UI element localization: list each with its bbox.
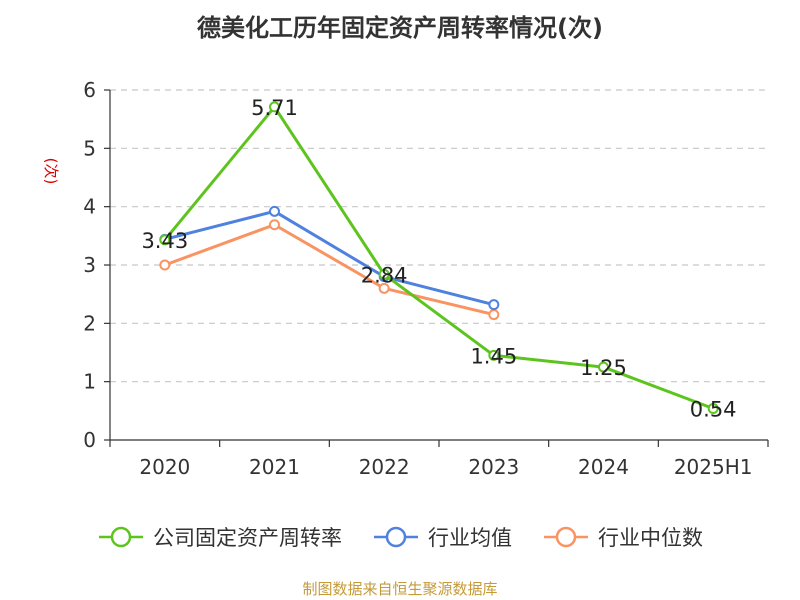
y-tick-label-5: 5: [83, 136, 96, 160]
x-tick-label-2023: 2023: [468, 455, 519, 479]
source-note: 制图数据来自恒生聚源数据库: [302, 580, 498, 598]
legend-circle-company: [110, 526, 132, 548]
legend-label-industry-avg: 行业均值: [428, 526, 512, 550]
y-tick-label-1: 1: [83, 370, 96, 394]
data-label-2020: 3.43: [141, 229, 188, 253]
point-s0-2021: [269, 101, 280, 113]
data-label-2021: 5.71: [251, 96, 298, 120]
y-tick-label-4: 4: [83, 195, 96, 219]
point-s2-2023: [488, 309, 500, 321]
legend-marker-industry-median: [544, 526, 588, 548]
point-s0-2024: [598, 361, 609, 373]
series-line-1: [164, 209, 495, 307]
legend-marker-industry-avg: [374, 526, 418, 548]
series-line-2: [164, 223, 495, 317]
point-s0-2023: [488, 349, 500, 361]
data-label-2025H1: 0.54: [690, 398, 737, 422]
x-tick-label-2020: 2020: [139, 455, 190, 479]
data-labels: 3.43 5.71 2.84 1.45 1.25 0.54: [141, 96, 736, 422]
point-s0-2020: [159, 234, 171, 246]
grid-lines: [110, 89, 768, 383]
y-axis-title: (次): [42, 158, 60, 185]
legend-marker-company: [99, 526, 143, 548]
legend-label-company: 公司固定资产周转率: [153, 526, 342, 550]
point-s2-2022: [378, 282, 390, 294]
series: [159, 101, 719, 414]
point-s2-2020: [159, 259, 171, 271]
legend-circle-industry-avg: [385, 526, 407, 548]
y-tick-label-2: 2: [83, 311, 96, 335]
x-tick-label-2022: 2022: [359, 455, 410, 479]
y-tick-label-6: 6: [83, 78, 96, 102]
chart-title: 德美化工历年固定资产周转率情况(次): [197, 14, 603, 42]
x-tick-label-2024: 2024: [578, 455, 629, 479]
legend-item-company[interactable]: 公司固定资产周转率: [97, 522, 342, 552]
axes: 0 1 2 3 4 5 6 2020 2021 2022 2023 2024 2025H1 (次): [42, 78, 769, 479]
data-label-2023: 1.45: [470, 344, 517, 368]
x-tick-label-2025H1: 2025H1: [674, 455, 753, 479]
point-s0-2022: [378, 268, 390, 280]
series-line-0: [163, 105, 714, 410]
point-s1-2021: [269, 205, 280, 217]
legend-circle-industry-median: [555, 526, 577, 548]
point-s1-2023: [488, 299, 500, 311]
legend-label-industry-median: 行业中位数: [598, 526, 703, 550]
legend-item-industry-median[interactable]: 行业中位数: [542, 522, 703, 552]
x-tick-label-2021: 2021: [249, 455, 300, 479]
data-label-2022: 2.84: [361, 263, 408, 287]
y-tick-label-0: 0: [83, 428, 96, 452]
data-label-2024: 1.25: [580, 356, 627, 380]
legend: 公司固定资产周转率 行业均值 行业中位数: [0, 520, 800, 554]
y-tick-label-3: 3: [83, 253, 96, 277]
point-s2-2021: [269, 219, 280, 231]
legend-item-industry-avg[interactable]: 行业均值: [372, 522, 512, 552]
point-s0-2025H1: [707, 403, 719, 414]
